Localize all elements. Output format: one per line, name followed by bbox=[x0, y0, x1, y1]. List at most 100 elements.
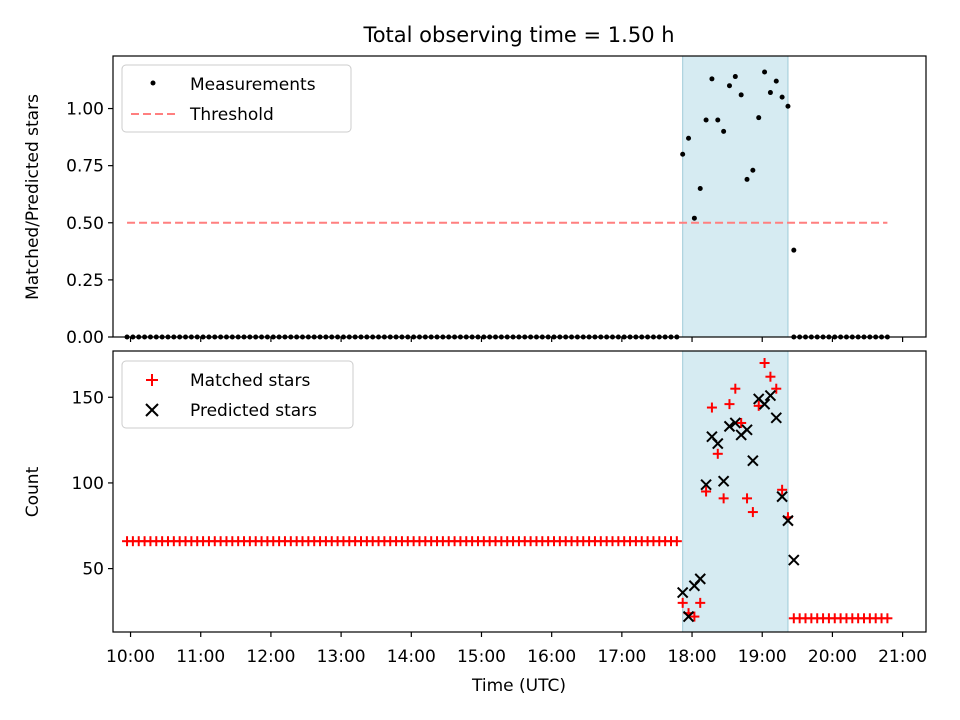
predicted-star-point bbox=[700, 478, 712, 491]
matched-star-point bbox=[742, 493, 753, 504]
chart-title: Total observing time = 1.50 h bbox=[362, 23, 674, 47]
predicted-star-point bbox=[694, 573, 706, 585]
measurement-point bbox=[686, 135, 692, 141]
measurement-point bbox=[738, 92, 744, 98]
bottom-highlight-span bbox=[682, 350, 789, 633]
matched-star-point bbox=[736, 417, 747, 428]
predicted-star-point bbox=[717, 475, 730, 487]
measurement-point bbox=[721, 128, 727, 134]
measurement-point bbox=[762, 69, 768, 75]
top-y-tick-label: 1.00 bbox=[66, 100, 104, 120]
bottom-y-axis: 50 100 150 bbox=[72, 388, 113, 580]
matched-star-point bbox=[671, 536, 682, 547]
measurement-point bbox=[732, 74, 738, 80]
x-tick-label: 19:00 bbox=[738, 647, 787, 667]
matched-star-point bbox=[882, 613, 893, 624]
predicted-star-point bbox=[676, 586, 689, 599]
predicted-star-point bbox=[788, 554, 800, 566]
measurement-point bbox=[703, 117, 709, 123]
predicted-star-point bbox=[682, 610, 695, 623]
top-y-axis: 0.00 0.25 0.50 0.75 1.00 bbox=[66, 100, 113, 348]
x-tick-label: 12:00 bbox=[246, 647, 295, 667]
matched-star-point bbox=[718, 493, 729, 504]
matched-star-point bbox=[765, 371, 776, 382]
legend-predicted-marker bbox=[145, 403, 159, 417]
matched-star-point bbox=[771, 383, 782, 394]
legend-matched-marker bbox=[146, 374, 158, 386]
measurement-point bbox=[691, 215, 697, 221]
matched-star-point bbox=[712, 448, 723, 459]
top-axes-frame bbox=[112, 55, 927, 338]
matched-star-point bbox=[730, 383, 741, 394]
x-tick-label: 10:00 bbox=[106, 647, 155, 667]
top-legend-box bbox=[121, 64, 352, 133]
x-axis-label: Time (UTC) bbox=[471, 676, 566, 696]
top-x-ticks bbox=[129, 337, 904, 342]
top-y-tick-label: 0.00 bbox=[66, 328, 104, 348]
matched-star-point bbox=[689, 611, 700, 622]
measurement-point bbox=[779, 94, 785, 100]
predicted-star-point bbox=[782, 514, 794, 527]
observing-window-span bbox=[682, 55, 789, 338]
matched-star-point bbox=[747, 507, 758, 518]
measurement-point bbox=[767, 90, 773, 96]
top-panel: 0.00 0.25 0.50 0.75 1.00 Matched/Predicted s… bbox=[23, 55, 927, 348]
bottom-x-axis: 10:00 11:00 12:00 13:00 14:00 15:00 16:00 17:00… bbox=[106, 632, 927, 667]
predicted-star-point bbox=[712, 437, 724, 450]
matched-star-point bbox=[677, 597, 688, 608]
x-tick-label: 20:00 bbox=[808, 647, 857, 667]
predicted-star-point bbox=[764, 389, 777, 402]
predicted-star-point bbox=[758, 398, 771, 410]
measurement-point bbox=[791, 247, 797, 253]
x-tick-label: 13:00 bbox=[317, 647, 366, 667]
measurement-point bbox=[773, 78, 779, 84]
x-tick-label: 14:00 bbox=[387, 647, 436, 667]
top-y-tick-label: 0.75 bbox=[66, 157, 104, 177]
predicted-star-point bbox=[741, 424, 753, 436]
bottom-y-tick-label: 50 bbox=[82, 560, 104, 580]
bottom-y-tick-label: 150 bbox=[72, 388, 104, 408]
bottom-legend: Matched stars Predicted stars bbox=[121, 360, 354, 429]
bottom-axes-frame bbox=[112, 350, 927, 633]
measurement-point bbox=[744, 176, 750, 182]
measurement-point bbox=[697, 186, 703, 192]
matched-star-point bbox=[701, 486, 712, 497]
matched-star-point bbox=[724, 399, 735, 410]
x-tick-label: 15:00 bbox=[457, 647, 506, 667]
predicted-star-point bbox=[770, 412, 782, 424]
x-tick-label: 17:00 bbox=[597, 647, 646, 667]
bottom-y-label: Count bbox=[23, 466, 43, 517]
legend-measurement-marker bbox=[150, 80, 156, 86]
bottom-legend-box bbox=[121, 360, 354, 429]
x-tick-label: 18:00 bbox=[668, 647, 717, 667]
top-y-tick-label: 0.50 bbox=[66, 214, 104, 234]
observing-window-span bbox=[682, 350, 789, 633]
x-tick-label: 11:00 bbox=[176, 647, 225, 667]
x-tick-label: 16:00 bbox=[527, 647, 576, 667]
measurement-point bbox=[756, 115, 762, 121]
measurement-point bbox=[726, 83, 732, 89]
predicted-star-point bbox=[723, 420, 736, 433]
matched-star-point bbox=[695, 597, 706, 608]
legend-measurements-label: Measurements bbox=[190, 75, 316, 95]
matched-star-point bbox=[777, 484, 788, 495]
matched-star-point bbox=[706, 402, 717, 413]
top-highlight-span bbox=[682, 55, 789, 338]
top-y-tick-label: 0.25 bbox=[66, 271, 104, 291]
bottom-y-tick-label: 100 bbox=[72, 474, 104, 494]
predicted-star-point bbox=[776, 490, 788, 503]
predicted-star-point bbox=[729, 417, 742, 429]
measurement-point bbox=[709, 76, 715, 82]
legend-predicted-label: Predicted stars bbox=[190, 401, 317, 421]
measurement-point bbox=[750, 167, 756, 173]
measurement-point bbox=[785, 103, 791, 109]
x-tick-label: 21:00 bbox=[878, 647, 927, 667]
top-legend: Measurements Threshold bbox=[121, 64, 352, 133]
legend-matched-label: Matched stars bbox=[190, 371, 310, 391]
matched-star-point bbox=[759, 357, 770, 368]
measurement-point bbox=[715, 117, 721, 123]
predicted-star-point bbox=[747, 454, 759, 467]
measurement-point bbox=[680, 151, 686, 157]
